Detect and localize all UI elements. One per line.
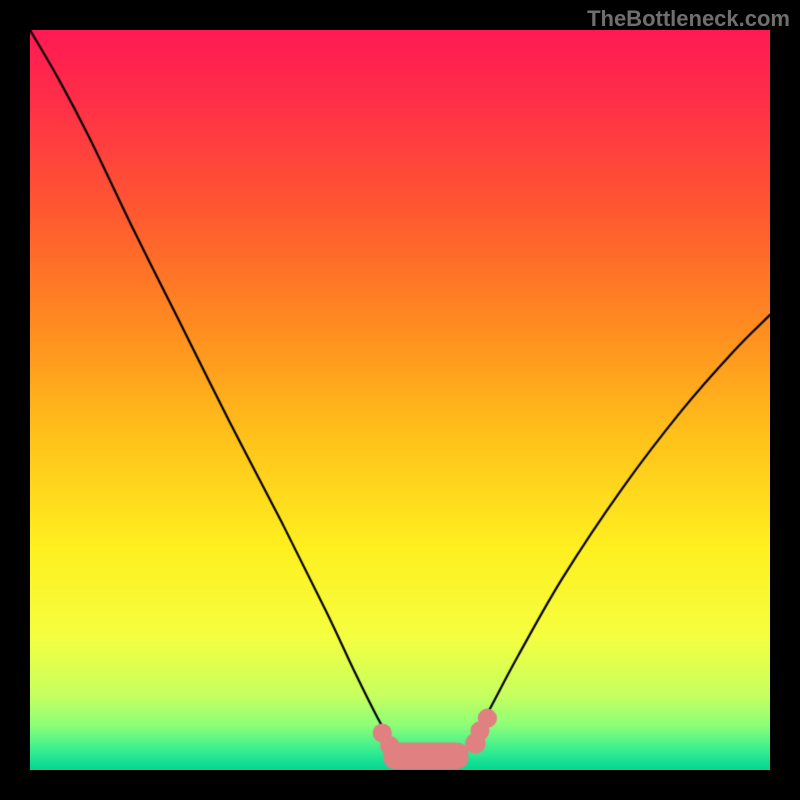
plot-area <box>30 30 770 770</box>
chart-canvas <box>30 30 770 770</box>
outer-frame: TheBottleneck.com <box>0 0 800 800</box>
watermark-text: TheBottleneck.com <box>587 6 790 32</box>
